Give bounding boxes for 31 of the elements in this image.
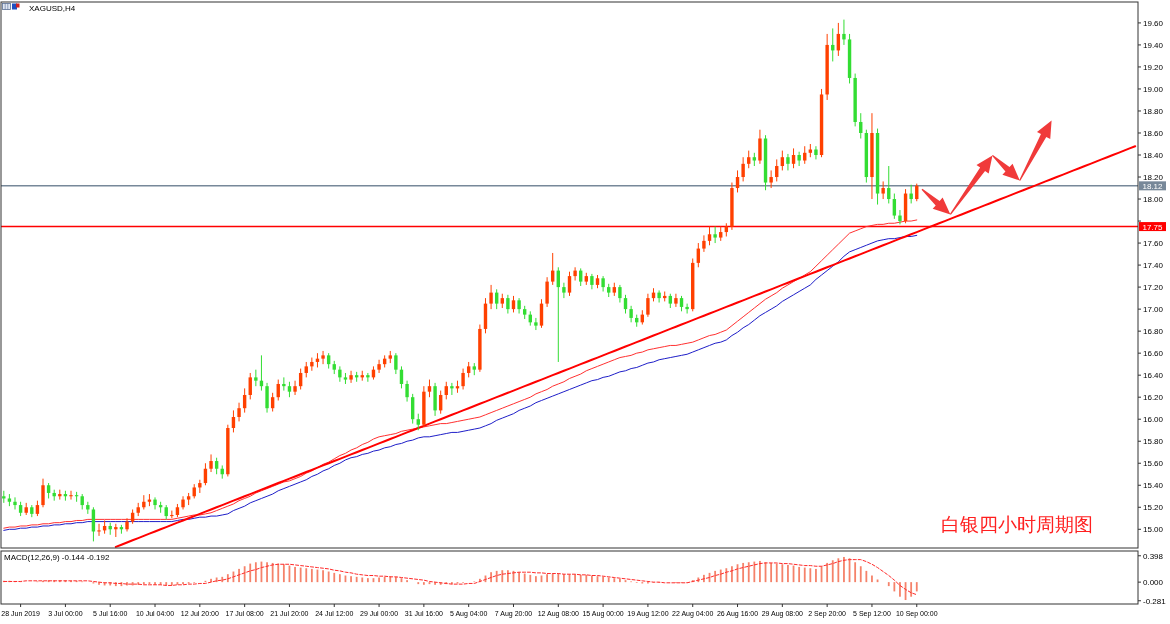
- chart-title: XAGUSD,H4: [29, 3, 76, 13]
- y-tick-label: 0.398: [1143, 551, 1164, 561]
- y-tick-label: 15.60: [1143, 459, 1164, 469]
- y-tick-label: 18.60: [1143, 129, 1164, 138]
- y-tick-label: 17.60: [1143, 239, 1164, 249]
- y-tick-label: 16.20: [1143, 393, 1164, 403]
- y-tick-label: 19.20: [1143, 62, 1164, 72]
- y-tick-label: 19.60: [1143, 18, 1164, 28]
- y-tick-label: 16.00: [1143, 415, 1164, 425]
- ref-line-label: 18.12: [1142, 181, 1164, 191]
- y-tick-label: 18.20: [1143, 173, 1164, 183]
- y-tick-label: 18.00: [1143, 195, 1164, 205]
- y-tick-label: 18.40: [1143, 151, 1164, 161]
- y-tick-label: 17.20: [1143, 283, 1164, 293]
- y-tick-label: 15.20: [1143, 503, 1164, 513]
- y-tick-label: 15.00: [1143, 525, 1164, 535]
- ref-line-label: 17.75: [1142, 222, 1164, 232]
- y-tick-label: 16.40: [1143, 371, 1164, 381]
- y-tick-label: 19.40: [1143, 40, 1164, 50]
- y-tick-label: 15.40: [1143, 481, 1164, 491]
- y-tick-label: 16.60: [1143, 349, 1164, 359]
- y-tick-label: 19.00: [1143, 84, 1164, 94]
- y-tick-label: 17.00: [1143, 305, 1164, 315]
- y-tick-label: 15.80: [1143, 437, 1164, 447]
- y-tick-label: 16.80: [1143, 327, 1164, 337]
- y-tick-label: -0.281: [1143, 596, 1167, 606]
- annotation: 白银四小时周期图: [941, 513, 1093, 535]
- y-tick-label: 17.40: [1143, 261, 1164, 271]
- y-tick-label: 18.80: [1143, 106, 1164, 116]
- y-tick-label: 0.000: [1143, 578, 1164, 588]
- chart-title: MACD(12,26,9) -0.144 -0.192: [4, 553, 110, 562]
